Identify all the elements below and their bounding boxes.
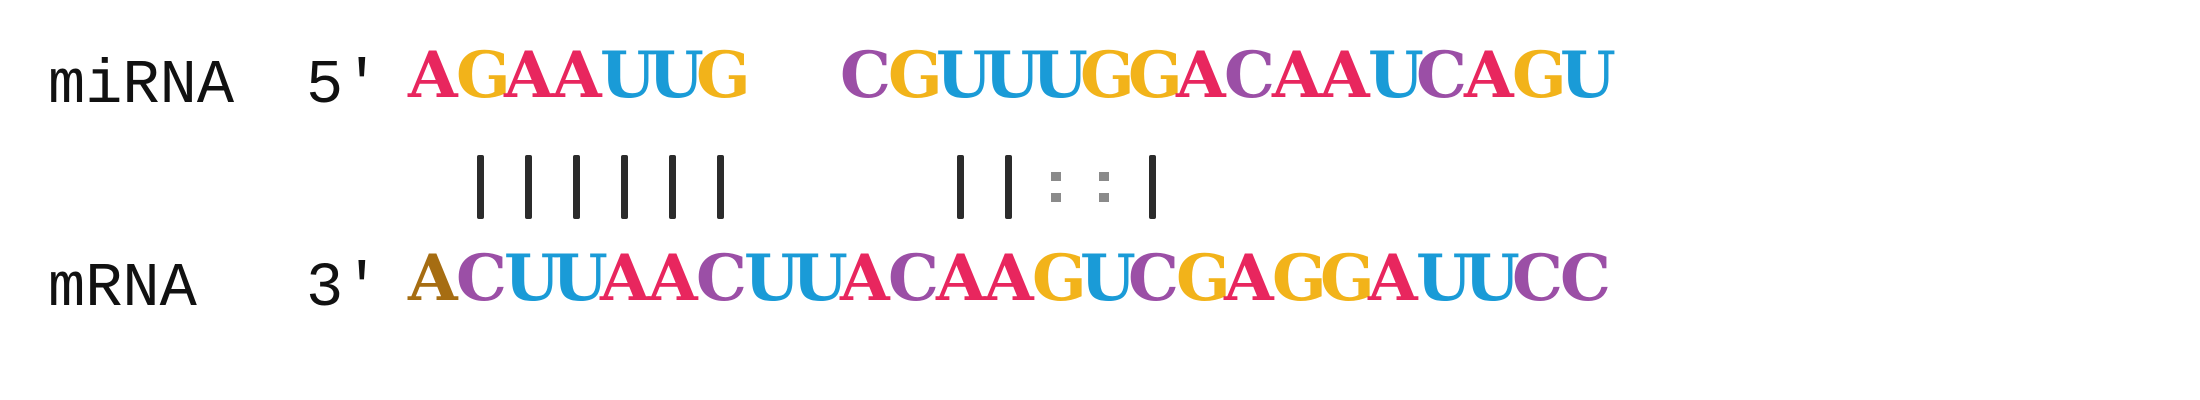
wobble-dots (1051, 172, 1061, 202)
watson-crick-pair-bar (696, 142, 744, 232)
mrna-nucleotide-u: U (744, 241, 800, 316)
mirna-nucleotide-a: A (1464, 38, 1514, 113)
watson-crick-pair-bar (1128, 142, 1176, 232)
mrna-nucleotide-c: C (696, 241, 747, 316)
mrna-nucleotide-a: A (1368, 241, 1418, 316)
mrna-3prime-label: 3' (306, 252, 381, 324)
mrna-nucleotide-u: U (1080, 241, 1136, 316)
pair-bar (1148, 155, 1156, 219)
mirna-nucleotide-u: U (1560, 38, 1616, 113)
mrna-nucleotide-c: C (456, 241, 507, 316)
watson-crick-pair-bar (504, 142, 552, 232)
mrna-nucleotide-g: G (1176, 241, 1231, 316)
mrna-nucleotide-u: U (792, 241, 848, 316)
mrna-nucleotide-u: U (1416, 241, 1472, 316)
mirna-nucleotide-a: A (1176, 38, 1226, 113)
mrna-nucleotide-c: C (888, 241, 939, 316)
mirna-nucleotide-u: U (936, 38, 992, 113)
mirna-nucleotide-g: G (456, 38, 511, 113)
mrna-nucleotide-c: C (1512, 241, 1563, 316)
mirna-nucleotide-c: C (1416, 38, 1467, 113)
mirna-nucleotide-a: A (1320, 38, 1370, 113)
mrna-label: mRNA (48, 252, 197, 324)
pair-bar (1004, 155, 1012, 219)
mirna-nucleotide-a: A (408, 38, 458, 113)
mirna-nucleotide-u: U (1032, 38, 1088, 113)
mrna-nucleotide-a: A (600, 241, 650, 316)
mirna-nucleotide-c: C (1224, 38, 1275, 113)
watson-crick-pair-bar (648, 142, 696, 232)
mrna-nucleotide-a: A (408, 241, 458, 316)
wobble-pair-mark (1080, 142, 1128, 232)
mirna-nucleotide-a: A (1272, 38, 1322, 113)
wobble-pair-mark (1032, 142, 1080, 232)
watson-crick-pair-bar (600, 142, 648, 232)
mrna-nucleotide-c: C (1560, 241, 1611, 316)
mirna-nucleotide-g: G (888, 38, 943, 113)
mirna-5prime-label: 5' (306, 49, 381, 121)
mirna-nucleotide-g: G (1080, 38, 1135, 113)
mrna-nucleotide-u: U (552, 241, 608, 316)
mirna-nucleotide-g: G (696, 38, 751, 113)
watson-crick-pair-bar (456, 142, 504, 232)
mirna-nucleotide-g: G (1128, 38, 1183, 113)
mrna-nucleotide-a: A (1224, 241, 1274, 316)
mirna-nucleotide-g: G (1512, 38, 1567, 113)
mirna-label: miRNA (48, 49, 235, 121)
pair-bar (620, 155, 628, 219)
mrna-nucleotide-g: G (1320, 241, 1375, 316)
mrna-nucleotide-a: A (840, 241, 890, 316)
wobble-dots (1099, 172, 1109, 202)
mirna-nucleotide-a: A (504, 38, 554, 113)
mrna-nucleotide-g: G (1032, 241, 1087, 316)
mrna-nucleotide-a: A (984, 241, 1034, 316)
watson-crick-pair-bar (552, 142, 600, 232)
mirna-nucleotide-u: U (984, 38, 1040, 113)
mirna-nucleotide-u: U (648, 38, 704, 113)
mirna-nucleotide-u: U (600, 38, 656, 113)
mirna-nucleotide-u: U (1368, 38, 1424, 113)
mrna-nucleotide-u: U (504, 241, 560, 316)
watson-crick-pair-bar (936, 142, 984, 232)
pair-bar (956, 155, 964, 219)
pair-bar (524, 155, 532, 219)
mrna-nucleotide-a: A (936, 241, 986, 316)
mrna-nucleotide-a: A (648, 241, 698, 316)
pair-bar (716, 155, 724, 219)
pair-bar (476, 155, 484, 219)
mrna-nucleotide-g: G (1272, 241, 1327, 316)
mirna-nucleotide-a: A (552, 38, 602, 113)
pair-bar (572, 155, 580, 219)
pair-bar (668, 155, 676, 219)
mrna-nucleotide-u: U (1464, 241, 1520, 316)
watson-crick-pair-bar (984, 142, 1032, 232)
mrna-nucleotide-c: C (1128, 241, 1179, 316)
mirna-nucleotide-c: C (840, 38, 891, 113)
